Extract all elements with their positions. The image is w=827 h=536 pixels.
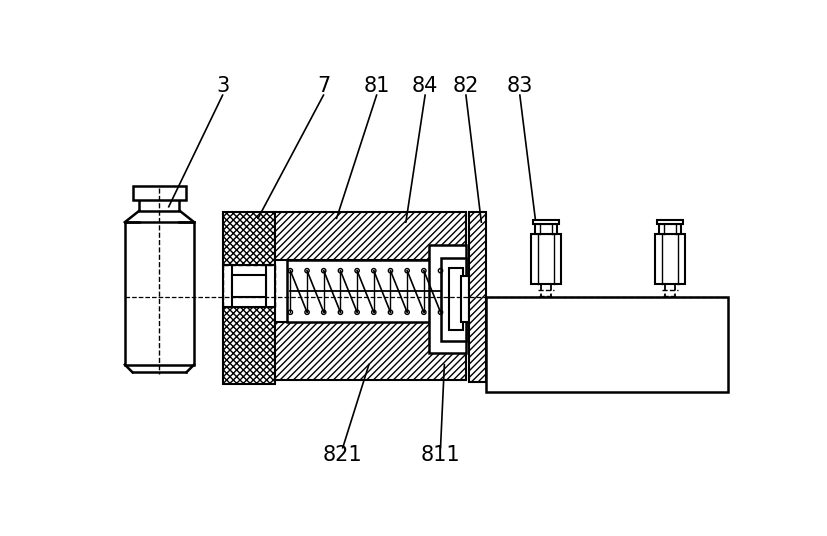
Bar [428, 245, 466, 353]
Text: 84: 84 [412, 76, 437, 96]
Bar [448, 269, 462, 330]
Bar [132, 186, 186, 200]
Bar [286, 260, 452, 322]
Bar [440, 258, 466, 341]
Text: 7: 7 [317, 76, 330, 96]
Bar [222, 265, 232, 307]
Bar [658, 224, 680, 234]
Text: 83: 83 [506, 76, 533, 96]
Text: 82: 82 [452, 76, 479, 96]
Bar [656, 220, 682, 225]
Text: 811: 811 [420, 445, 460, 465]
Bar [534, 224, 556, 234]
Bar [485, 297, 727, 392]
Bar [232, 274, 265, 297]
Bar [533, 220, 558, 225]
Bar [461, 276, 468, 322]
Bar [125, 222, 194, 364]
Bar [275, 212, 466, 260]
Text: 821: 821 [323, 445, 362, 465]
Bar [468, 212, 485, 382]
Bar [139, 199, 179, 211]
Text: 81: 81 [363, 76, 390, 96]
Bar [654, 234, 684, 284]
Text: 3: 3 [216, 76, 229, 96]
Bar [222, 307, 275, 384]
Bar [275, 322, 466, 380]
Bar [222, 212, 275, 265]
Bar [265, 265, 275, 307]
Bar [531, 234, 560, 284]
